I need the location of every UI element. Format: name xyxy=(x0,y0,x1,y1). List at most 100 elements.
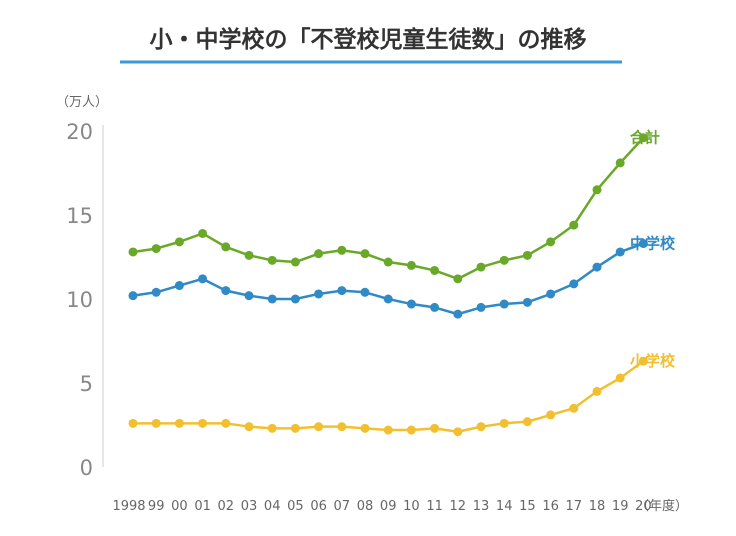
data-point xyxy=(337,245,347,255)
data-point xyxy=(360,249,370,259)
data-point xyxy=(244,291,254,301)
chart-title: 小・中学校の「不登校児童生徒数」の推移 xyxy=(150,26,587,53)
data-point xyxy=(499,299,509,309)
series-1: 中学校 xyxy=(128,235,676,319)
x-tick-label: 99 xyxy=(148,499,165,514)
data-point xyxy=(267,255,277,265)
x-tick-label: 01 xyxy=(194,499,211,514)
data-point xyxy=(615,158,625,168)
series-0: 合計 xyxy=(128,129,660,284)
data-point xyxy=(151,418,161,428)
data-point xyxy=(499,255,509,265)
x-tick-label: 05 xyxy=(287,499,304,514)
y-tick-label: 15 xyxy=(66,204,93,228)
y-tick-label: 0 xyxy=(80,456,93,480)
data-point xyxy=(290,294,300,304)
data-point xyxy=(453,427,463,437)
data-point xyxy=(476,302,486,312)
data-point xyxy=(198,228,208,238)
data-point xyxy=(453,274,463,284)
data-point xyxy=(337,286,347,296)
data-point xyxy=(314,289,324,299)
x-tick-label: 02 xyxy=(218,499,235,514)
data-point xyxy=(499,418,509,428)
data-point xyxy=(546,237,556,247)
series-line xyxy=(132,242,644,316)
x-tick-label: 11 xyxy=(426,499,443,514)
data-point xyxy=(174,237,184,247)
x-tick-label: 12 xyxy=(450,499,467,514)
data-point xyxy=(337,422,347,432)
x-tick-label: 04 xyxy=(264,499,281,514)
x-tick-label: 20 xyxy=(635,499,652,514)
data-point xyxy=(267,423,277,433)
data-point xyxy=(430,302,440,312)
data-point xyxy=(267,294,277,304)
data-point xyxy=(221,286,231,296)
x-tick-label: 15 xyxy=(519,499,536,514)
x-tick-label: 18 xyxy=(589,499,606,514)
data-point xyxy=(174,418,184,428)
data-point xyxy=(151,244,161,254)
data-point xyxy=(314,249,324,259)
data-point xyxy=(476,262,486,272)
series-2: 小学校 xyxy=(128,352,676,437)
x-tick-label: 09 xyxy=(380,499,397,514)
x-tick-label: 10 xyxy=(403,499,420,514)
data-point xyxy=(569,279,579,289)
data-point xyxy=(453,309,463,319)
x-axis-label: （年度） xyxy=(636,498,688,514)
x-tick-label: 08 xyxy=(357,499,374,514)
data-point xyxy=(406,299,416,309)
data-point xyxy=(360,287,370,297)
data-point xyxy=(383,425,393,435)
data-point xyxy=(430,423,440,433)
data-point xyxy=(638,356,648,366)
data-point xyxy=(198,418,208,428)
data-point xyxy=(221,418,231,428)
data-point xyxy=(592,386,602,396)
x-tick-label: 13 xyxy=(473,499,490,514)
series-line xyxy=(133,360,645,433)
data-point xyxy=(592,262,602,272)
data-point xyxy=(406,260,416,270)
data-point xyxy=(383,294,393,304)
x-tick-label: 19 xyxy=(612,499,629,514)
x-tick-label: 03 xyxy=(241,499,258,514)
data-point xyxy=(174,281,184,291)
data-point xyxy=(383,257,393,267)
data-point xyxy=(638,239,648,249)
data-point xyxy=(476,422,486,432)
data-point xyxy=(430,265,440,275)
series-label: 中学校 xyxy=(630,235,676,253)
data-point xyxy=(151,287,161,297)
data-point xyxy=(638,133,648,143)
x-tick-label: 06 xyxy=(310,499,327,514)
data-point xyxy=(360,423,370,433)
series-label: 合計 xyxy=(629,129,660,147)
data-point xyxy=(128,418,138,428)
x-tick-label: 1998 xyxy=(112,499,145,514)
x-tick-label: 00 xyxy=(171,499,188,514)
data-point xyxy=(290,423,300,433)
x-tick-label: 14 xyxy=(496,499,513,514)
data-point xyxy=(244,250,254,260)
data-point xyxy=(198,274,208,284)
data-point xyxy=(569,403,579,413)
data-point xyxy=(128,291,138,301)
y-tick-label: 5 xyxy=(80,372,93,396)
data-point xyxy=(128,247,138,257)
y-ticks: 0 5 10 15 20 xyxy=(66,120,93,480)
data-point xyxy=(569,220,579,230)
data-point xyxy=(546,410,556,420)
data-point xyxy=(221,242,231,252)
data-point xyxy=(615,373,625,383)
y-tick-label: 20 xyxy=(66,120,93,144)
data-point xyxy=(290,257,300,267)
data-point xyxy=(522,297,532,307)
x-tick-label: 07 xyxy=(334,499,351,514)
data-point xyxy=(615,247,625,257)
series-label: 小学校 xyxy=(630,352,676,370)
data-point xyxy=(314,422,324,432)
